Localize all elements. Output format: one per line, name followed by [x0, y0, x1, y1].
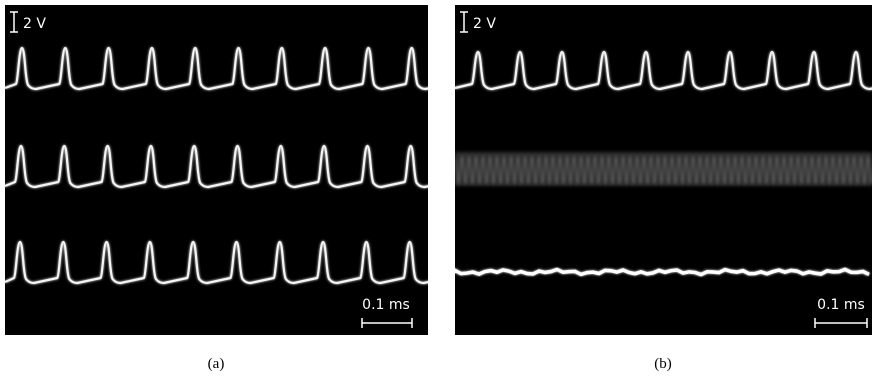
panel-a: 2 V 0.1 ms (a): [5, 5, 469, 372]
panel-label: (b): [654, 356, 672, 372]
time-scale-label: 0.1 ms: [817, 297, 865, 313]
panel-b: 2 V 0.1 ms (b): [455, 5, 872, 372]
voltage-scale-label: 2 V: [23, 16, 46, 32]
time-scale-label: 0.1 ms: [362, 297, 410, 313]
figure: 2 V 0.1 ms (a) 2 V 0.1 ms (b): [0, 0, 872, 378]
voltage-scale-label: 2 V: [473, 16, 496, 32]
panel-label: (a): [208, 356, 225, 372]
